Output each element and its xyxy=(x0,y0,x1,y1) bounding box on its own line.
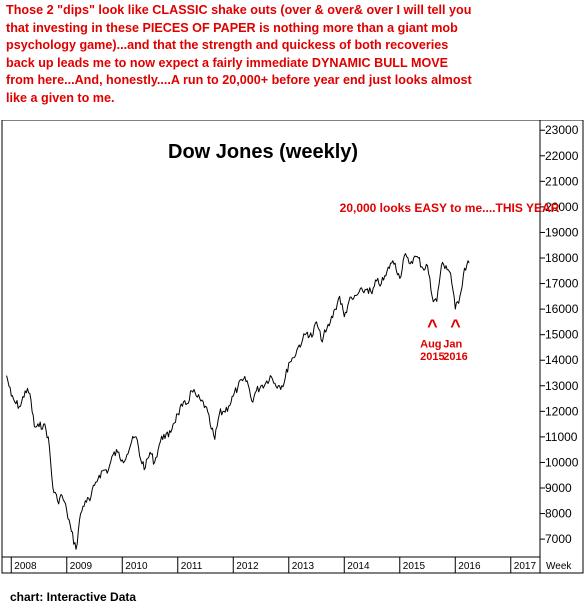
commentary-line: from here...And, honestly....A run to 20… xyxy=(6,73,472,87)
y-tick-label: 22000 xyxy=(545,149,579,163)
y-axis-ticks: 7000 8000 9000 10000 11000 12000 13000 14000 150… xyxy=(540,123,579,546)
y-tick-label: 11000 xyxy=(545,430,578,444)
x-tick-label: 2010 xyxy=(125,561,148,572)
x-axis-panel xyxy=(1,556,541,574)
x-axis-ticks: 2008 2009 2010 2011 2012 2013 2014 2015 2016 2017 xyxy=(10,557,537,573)
x-unit-label: Week xyxy=(546,561,572,572)
commentary-line: back up leads me to now expect a fairly … xyxy=(6,55,449,70)
commentary-line: Those 2 "dips" look like CLASSIC shake o… xyxy=(6,3,472,17)
y-tick-label: 8000 xyxy=(545,507,572,521)
dip-annotation: 2015 xyxy=(420,351,444,363)
y-tick-label: 12000 xyxy=(545,404,579,418)
commentary-line: that investing in these PIECES OF PAPER … xyxy=(6,20,458,35)
y-tick-label: 14000 xyxy=(545,353,579,367)
dip-annotation: 2016 xyxy=(443,351,467,363)
y-tick-label: 16000 xyxy=(545,302,579,316)
target-annotation: 20,000 looks EASY to me....THIS YEAR xyxy=(340,201,560,215)
commentary-text: Those 2 "dips" look like CLASSIC shake o… xyxy=(6,2,580,107)
y-tick-label: 19000 xyxy=(545,225,579,239)
y-tick-label: 18000 xyxy=(545,251,579,265)
dow-jones-chart: Dow Jones (weekly) 7000 8000 9000 10000 1100… xyxy=(1,120,584,574)
dip-annotation: ^ xyxy=(427,316,438,336)
dip-annotation: Jan xyxy=(443,338,462,350)
y-tick-label: 23000 xyxy=(545,123,579,137)
x-tick-label: 2014 xyxy=(347,561,370,572)
y-tick-label: 13000 xyxy=(545,379,579,393)
y-tick-label: 10000 xyxy=(545,455,579,469)
y-tick-label: 9000 xyxy=(545,481,572,495)
dow-jones-series-line xyxy=(6,253,470,550)
y-axis-panel xyxy=(539,120,584,574)
dip-annotation: Aug xyxy=(420,338,441,350)
y-tick-label: 20000 xyxy=(545,200,579,214)
plot-frame xyxy=(1,120,541,574)
annotations: 20,000 looks EASY to me....THIS YEAR ^ Aug… xyxy=(340,201,560,363)
commentary-line: psychology game)...and that the strength… xyxy=(6,38,449,52)
dip-annotation: ^ xyxy=(450,316,461,336)
commentary-line: like a given to me. xyxy=(6,90,115,105)
y-tick-label: 21000 xyxy=(545,174,579,188)
x-tick-label: 2008 xyxy=(14,561,37,572)
x-tick-label: 2013 xyxy=(292,561,315,572)
x-tick-label: 2012 xyxy=(236,561,259,572)
chart-credit: chart: Interactive Data xyxy=(10,590,137,604)
y-tick-label: 7000 xyxy=(545,532,572,546)
x-tick-label: 2011 xyxy=(181,561,203,572)
x-tick-label: 2017 xyxy=(514,561,537,572)
x-tick-label: 2015 xyxy=(403,561,426,572)
x-tick-label: 2016 xyxy=(458,561,481,572)
y-tick-label: 15000 xyxy=(545,328,579,342)
chart-title: Dow Jones (weekly) xyxy=(168,141,358,163)
x-tick-label: 2009 xyxy=(70,561,93,572)
y-tick-label: 17000 xyxy=(545,277,579,291)
